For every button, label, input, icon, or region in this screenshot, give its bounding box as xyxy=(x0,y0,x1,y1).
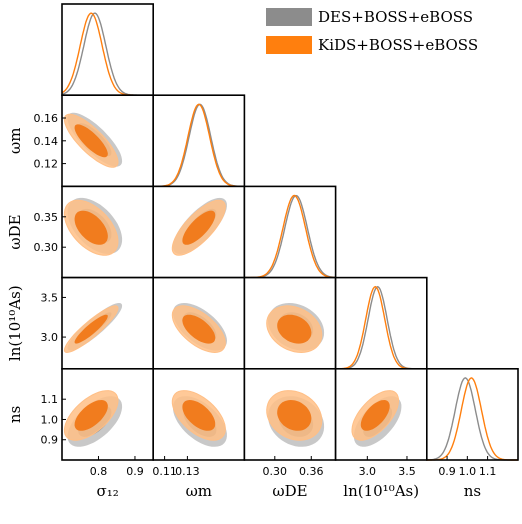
contour-68-kids xyxy=(182,314,216,344)
panel-ns-vs-lnAs: 3.0 3.5 xyxy=(334,367,428,478)
y-tick-label: 0.30 xyxy=(34,241,59,254)
legend-label-des: DES+BOSS+eBOSS xyxy=(318,8,473,26)
marginal-curve-kids xyxy=(153,103,245,188)
panel-ns-vs-omega_m: 0.110.13 xyxy=(152,367,246,478)
x-tick-label: 0.13 xyxy=(175,465,200,478)
x-tick-label: 1.0 xyxy=(459,465,477,478)
panel-omega_DE-vs-omega_m xyxy=(152,185,246,279)
panels-layer: 0.120.140.160.300.353.03.50.91.01.10.8 0.… xyxy=(6,3,519,500)
x-axis-label-ns: ns xyxy=(464,482,481,500)
panel-omega_m-vs-omega_m xyxy=(152,94,246,188)
legend-swatch-kids xyxy=(266,36,312,54)
y-tick-label: 0.16 xyxy=(34,112,59,125)
legend-label-kids: KiDS+BOSS+eBOSS xyxy=(318,36,478,54)
panel-ns-vs-ns: 0.9 1.0 1.1 xyxy=(425,367,519,478)
contour-68-kids xyxy=(277,314,312,344)
x-tick-label: 3.5 xyxy=(398,465,416,478)
contour-68-kids xyxy=(182,400,216,431)
y-axis-label-lnAs: ln(10¹⁰As) xyxy=(6,285,24,361)
contour-68-kids xyxy=(74,210,108,245)
y-tick-label: 0.9 xyxy=(41,434,59,447)
panel-omega_DE-vs-sigma12: 0.30 0.35 xyxy=(34,185,154,279)
panel-lnAs-vs-lnAs xyxy=(334,276,428,370)
panel-sigma12-vs-sigma12 xyxy=(61,3,154,96)
contour-68-kids xyxy=(182,210,216,245)
contour-68-kids xyxy=(74,314,108,344)
x-tick-label: 3.0 xyxy=(359,465,377,478)
panel-background xyxy=(153,95,245,187)
x-tick-label: 0.36 xyxy=(299,465,324,478)
y-tick-label: 3.0 xyxy=(41,331,59,344)
x-tick-label: 0.11 xyxy=(152,465,177,478)
y-axis-label-ns: ns xyxy=(6,406,24,423)
y-tick-label: 0.12 xyxy=(34,158,59,171)
legend-swatch-des xyxy=(266,8,312,26)
panel-lnAs-vs-omega_DE xyxy=(243,276,337,370)
x-axis-label-omega_m: ωm xyxy=(186,482,212,500)
contour-68-kids xyxy=(277,400,312,431)
x-axis-label-sigma12: σ₁₂ xyxy=(96,482,118,500)
y-axis-label-omega_DE: ωDE xyxy=(6,214,24,249)
x-tick-label: 0.9 xyxy=(126,465,144,478)
contour-68-kids xyxy=(360,400,390,431)
y-tick-label: 1.1 xyxy=(41,393,59,406)
y-tick-label: 0.35 xyxy=(34,211,59,224)
panel-lnAs-vs-omega_m xyxy=(152,276,246,370)
panel-frame xyxy=(425,367,519,461)
y-tick-label: 1.0 xyxy=(41,413,59,426)
panel-background xyxy=(426,368,518,460)
panel-lnAs-vs-sigma12: 3.0 3.5 xyxy=(41,276,154,370)
panel-omega_m-vs-sigma12: 0.12 0.14 0.16 xyxy=(34,94,154,188)
panel-ns-vs-sigma12: 0.9 1.0 1.1 0.8 0.9 xyxy=(41,367,154,478)
contour-68-kids xyxy=(74,400,108,431)
panel-ns-vs-omega_DE: 0.30 0.36 xyxy=(243,367,337,478)
x-tick-label: 0.9 xyxy=(438,465,456,478)
panel-background xyxy=(62,4,154,96)
panel-omega_DE-vs-omega_DE xyxy=(243,185,337,279)
x-tick-label: 0.8 xyxy=(90,465,108,478)
legend: DES+BOSS+eBOSS KiDS+BOSS+eBOSS xyxy=(266,8,478,54)
y-tick-label: 3.5 xyxy=(41,291,59,304)
y-axis-label-omega_m: ωm xyxy=(6,128,24,154)
contour-68-kids xyxy=(74,124,108,158)
x-tick-label: 1.1 xyxy=(479,465,497,478)
x-tick-label: 0.30 xyxy=(263,465,288,478)
y-tick-label: 0.14 xyxy=(34,135,59,148)
x-axis-label-lnAs: ln(10¹⁰As) xyxy=(343,482,419,500)
x-axis-label-omega_DE: ωDE xyxy=(272,482,307,500)
